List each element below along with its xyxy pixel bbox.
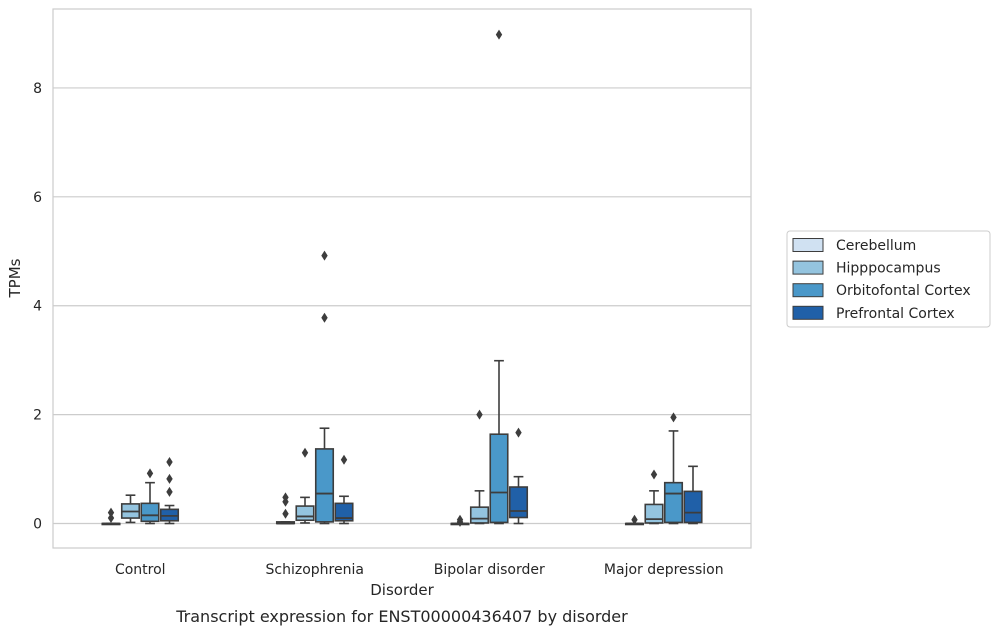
outlier-point	[456, 514, 464, 525]
grid-lines	[53, 87, 751, 525]
chart-caption: Transcript expression for ENST0000043640…	[175, 607, 628, 626]
box-body	[663, 481, 684, 524]
legend: Cerebellum Hipppocampus Orbitofontal Corte…	[786, 230, 991, 328]
box-2-1	[314, 250, 335, 525]
outlier-point	[650, 469, 658, 480]
box-body	[489, 433, 509, 524]
outlier-point	[146, 468, 154, 479]
outlier-point	[670, 412, 677, 423]
box-body	[683, 490, 703, 524]
outlier-point	[631, 514, 638, 525]
box-0-3	[624, 514, 645, 526]
outlier-point	[166, 456, 173, 467]
plot-area	[52, 8, 752, 549]
x-tick-labels: Control Schizophrenia Bipolar disorder Majo…	[115, 562, 724, 578]
outlier-point	[107, 507, 115, 518]
box-3-3	[683, 465, 703, 525]
x-axis-title: Disorder	[370, 581, 434, 599]
x-tick-label: Bipolar disorder	[434, 562, 545, 578]
box-0-1	[275, 492, 296, 525]
outlier-point	[515, 427, 522, 438]
box-2-3	[663, 412, 684, 525]
legend-frame	[786, 230, 991, 328]
box-0-2	[450, 514, 470, 527]
box-2-0	[140, 468, 160, 525]
y-tick-labels: 0 2 4 6 8	[33, 81, 42, 533]
x-tick-label: Major depression	[604, 562, 724, 578]
legend-label: Cerebellum	[836, 238, 916, 254]
legend-label: Prefrontal Cortex	[836, 306, 955, 322]
legend-swatch	[792, 260, 824, 275]
box-1-3	[644, 469, 664, 525]
box-body	[508, 486, 529, 519]
x-tick-label: Control	[115, 562, 166, 578]
box-1-0	[120, 494, 141, 524]
box-3-1	[334, 454, 354, 525]
legend-swatch	[792, 305, 824, 320]
outlier-point	[321, 250, 328, 261]
outlier-point	[166, 473, 173, 484]
box-0-0	[101, 507, 121, 526]
outlier-point	[301, 447, 309, 458]
outlier-point	[166, 486, 173, 497]
y-tick-label: 4	[33, 299, 42, 315]
box-body	[295, 505, 315, 522]
box-2-2	[489, 29, 509, 525]
outlier-point	[321, 312, 328, 323]
y-axis-title: TPMs	[6, 258, 24, 298]
box-body	[334, 502, 354, 522]
box-body	[314, 448, 335, 523]
box-marks	[101, 29, 703, 527]
y-tick-label: 0	[33, 517, 42, 533]
outlier-point	[282, 492, 289, 503]
legend-swatch	[792, 238, 824, 252]
outlier-point	[107, 513, 115, 524]
legend-swatch	[792, 283, 824, 298]
y-tick-label: 2	[33, 408, 42, 424]
box-body	[140, 502, 160, 523]
box-body	[644, 503, 664, 524]
outlier-point	[282, 508, 289, 519]
y-tick-label: 8	[33, 81, 42, 97]
box-1-2	[469, 409, 490, 525]
y-tick-label: 6	[33, 190, 42, 206]
outlier-point	[340, 454, 348, 465]
outlier-point	[495, 29, 503, 40]
box-body	[469, 506, 490, 524]
box-3-2	[508, 427, 529, 525]
box-1-1	[295, 447, 315, 524]
box-3-0	[159, 456, 180, 525]
outlier-point	[476, 409, 483, 420]
x-tick-label: Schizophrenia	[266, 562, 364, 578]
legend-label: Hipppocampus	[836, 261, 941, 277]
legend-label: Orbitofontal Cortex	[836, 283, 971, 299]
